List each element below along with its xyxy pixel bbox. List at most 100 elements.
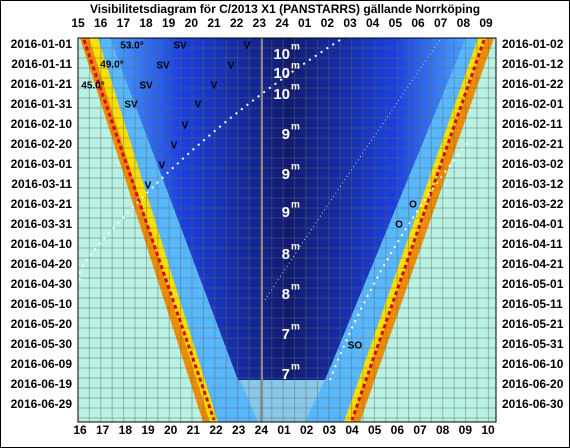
left-date-label: 2016-01-21	[11, 77, 73, 91]
right-date-label: 2016-01-02	[502, 37, 564, 51]
bottom-hour-label: 01	[277, 423, 291, 437]
bottom-hour-label: 07	[413, 423, 427, 437]
right-date-label: 2016-02-21	[502, 137, 564, 151]
annotation: V	[228, 61, 235, 72]
left-date-label: 2016-03-21	[11, 197, 73, 211]
left-date-label: 2016-03-01	[11, 157, 73, 171]
top-hour-label: 19	[162, 16, 176, 30]
annotation: V	[182, 121, 189, 132]
right-date-label: 2016-04-21	[502, 257, 564, 271]
chart-title: Visibilitetsdiagram för C/2013 X1 (PANST…	[90, 2, 480, 16]
annotation: 49.0°	[100, 60, 123, 71]
top-hour-label: 05	[389, 16, 403, 30]
left-date-label: 2016-06-29	[11, 397, 73, 411]
top-hour-label: 02	[321, 16, 335, 30]
bottom-hour-label: 03	[323, 423, 337, 437]
annotation: V	[171, 141, 178, 152]
magnitude-unit: m	[291, 282, 300, 293]
bottom-hour-label: 08	[436, 423, 450, 437]
annotation: V	[244, 41, 251, 52]
bottom-hour-label: 19	[141, 423, 155, 437]
annotation: 53.0°	[120, 41, 143, 52]
left-date-label: 2016-05-20	[11, 317, 73, 331]
left-date-label: 2016-02-10	[11, 117, 73, 131]
bottom-hour-label: 06	[391, 423, 405, 437]
right-date-label: 2016-04-01	[502, 217, 564, 231]
grid	[77, 37, 496, 422]
magnitude-number: 9	[282, 204, 290, 221]
top-hour-label: 23	[253, 16, 267, 30]
dusk-boundary	[82, 39, 216, 421]
left-date-label: 2016-03-31	[11, 217, 73, 231]
left-date-label: 2016-01-31	[11, 97, 73, 111]
bottom-hour-label: 24	[255, 423, 269, 437]
top-hour-label: 20	[185, 16, 199, 30]
top-hour-label: 06	[411, 16, 425, 30]
bottom-hour-label: 17	[96, 423, 110, 437]
left-date-label: 2016-06-19	[11, 377, 73, 391]
left-date-label: 2016-05-10	[11, 297, 73, 311]
annotation: SV	[156, 61, 170, 72]
right-date-label: 2016-01-22	[502, 77, 564, 91]
magnitude-unit: m	[291, 82, 300, 93]
comet-morning-path	[329, 139, 471, 381]
left-date-label: 2016-01-11	[11, 57, 72, 71]
left-date-label: 2016-04-20	[11, 257, 73, 271]
magnitude-unit: m	[291, 61, 300, 72]
annotation: O	[409, 200, 417, 211]
annotation: SO	[348, 341, 363, 352]
plot-frame	[77, 37, 497, 423]
magnitude-number: 9	[282, 166, 290, 183]
bottom-hour-label: 22	[209, 423, 223, 437]
right-date-label: 2016-06-10	[502, 357, 564, 371]
bottom-hour-label: 04	[345, 423, 359, 437]
top-hour-label: 18	[139, 16, 153, 30]
magnitude-number: 10	[273, 65, 290, 82]
annotation: V	[195, 100, 202, 111]
left-date-label: 2016-05-30	[11, 337, 73, 351]
top-hour-label: 07	[434, 16, 448, 30]
left-date-label: 2016-06-09	[11, 357, 73, 371]
annotation: V	[211, 81, 218, 92]
annotation: 45.0°	[81, 81, 104, 92]
left-date-label: 2016-04-30	[11, 277, 73, 291]
top-hour-label: 09	[479, 16, 493, 30]
magnitude-number: 10	[273, 46, 290, 63]
right-date-label: 2016-03-22	[502, 197, 564, 211]
annotation: SV	[124, 100, 138, 111]
top-hour-label: 08	[457, 16, 471, 30]
right-date-label: 2016-02-01	[502, 97, 564, 111]
bottom-hour-label: 21	[187, 423, 201, 437]
magnitude-number: 10	[273, 86, 290, 103]
right-date-label: 2016-05-21	[502, 317, 564, 331]
right-date-label: 2016-04-11	[502, 237, 563, 251]
top-hour-label: 22	[230, 16, 244, 30]
magnitude-number: 9	[282, 126, 290, 143]
right-date-label: 2016-05-31	[502, 337, 564, 351]
right-date-label: 2016-06-30	[502, 397, 564, 411]
magnitude-number: 7	[282, 326, 290, 343]
top-hour-label: 17	[117, 16, 131, 30]
right-date-label: 2016-03-12	[502, 177, 564, 191]
left-date-label: 2016-03-11	[11, 177, 72, 191]
top-hour-label: 03	[343, 16, 357, 30]
top-hour-label: 01	[298, 16, 312, 30]
magnitude-unit: m	[291, 42, 300, 53]
magnitude-unit: m	[291, 200, 300, 211]
magnitude-number: 8	[282, 286, 290, 303]
bottom-hour-label: 23	[232, 423, 246, 437]
right-date-label: 2016-05-11	[502, 297, 563, 311]
top-hour-label: 15	[71, 16, 85, 30]
right-date-label: 2016-06-20	[502, 377, 564, 391]
right-date-label: 2016-03-02	[502, 157, 564, 171]
annotation: O	[395, 220, 403, 231]
top-hour-label: 04	[366, 16, 380, 30]
top-hour-label: 21	[207, 16, 221, 30]
bottom-hour-label: 10	[481, 423, 495, 437]
bottom-hour-label: 16	[73, 423, 87, 437]
bottom-hour-label: 18	[119, 423, 133, 437]
right-date-label: 2016-01-12	[502, 57, 564, 71]
magnitude-unit: m	[291, 322, 300, 333]
comet-transit-path	[264, 39, 441, 301]
